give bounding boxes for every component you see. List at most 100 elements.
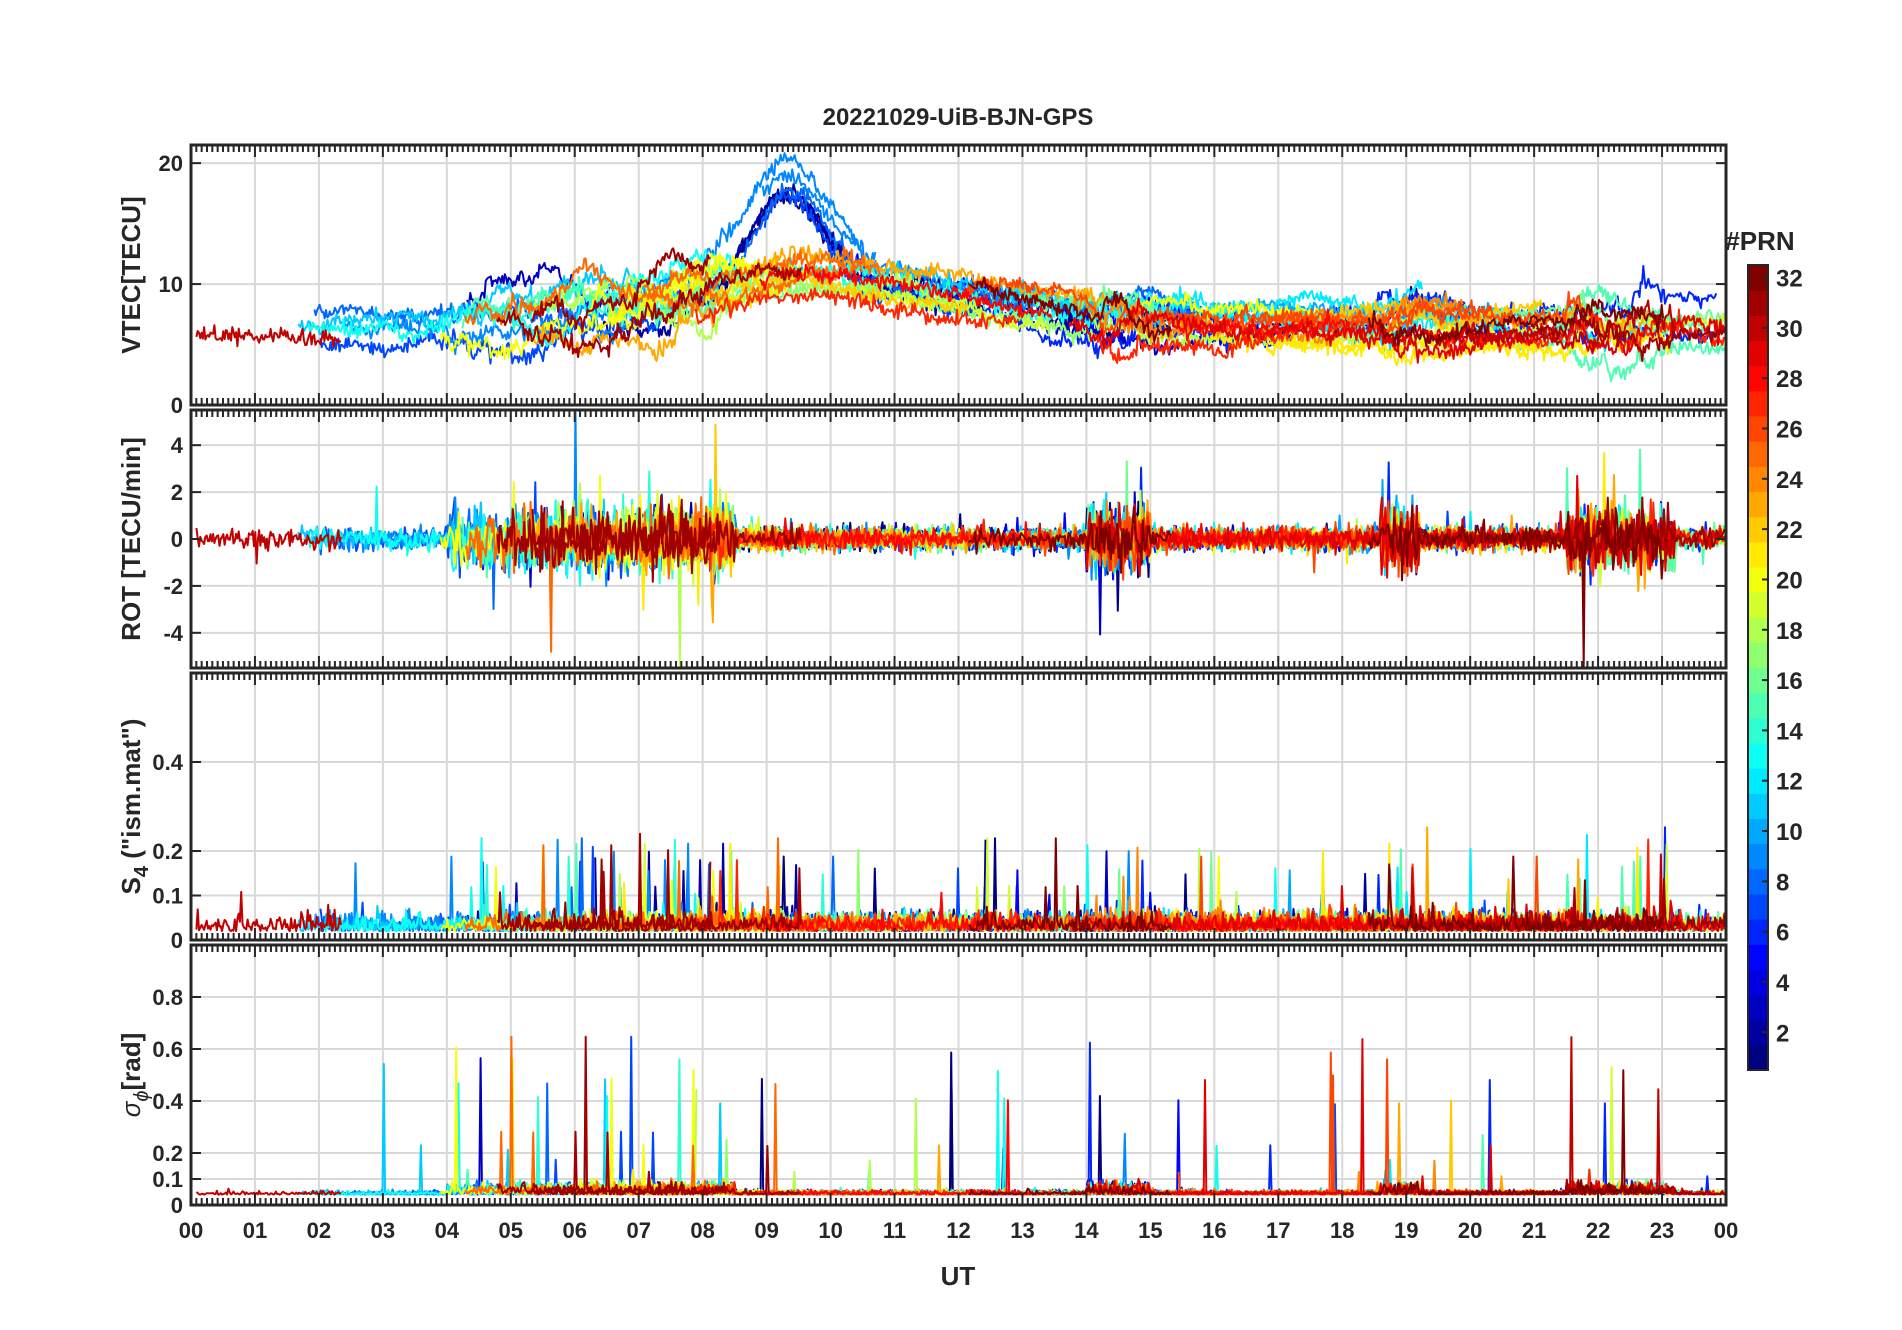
series-line-prn-15 [1516,331,1726,383]
panel-sigphi: 00.10.2 0.4 0.6 0.8 σϕ[rad] [116,943,1728,1218]
series-line-prn-13 [992,1070,1388,1196]
colorbar-tick-label: 22 [1776,517,1803,544]
x-tick-label: 07 [626,1218,650,1243]
colorbar-step [1748,692,1768,719]
colorbar-step [1748,340,1768,367]
series-line-prn-25 [642,259,864,318]
series-line-prn-32 [968,276,1172,343]
colorbar-step [1748,969,1768,996]
series-line-prn-28 [758,1099,1053,1196]
panel-s4: 0 0.1 0.2 0.4S4 ("ism.mat") [116,671,1728,953]
colorbar-title: #PRN [1725,226,1794,256]
x-tick-label: 20 [1458,1218,1482,1243]
colorbar-tick-label: 4 [1776,970,1790,997]
colorbar-step [1748,768,1768,794]
series-line-prn-27 [694,287,1020,330]
y-tick-label: 0.1 [152,1167,183,1192]
colorbar-step [1748,818,1768,845]
series-line-prn-23 [750,244,1195,344]
colorbar-step [1748,868,1768,895]
series-line-prn-30 [1396,299,1676,353]
colorbar-step [1748,415,1768,442]
colorbar-step [1748,592,1768,618]
y-tick-label: 0.8 [152,985,183,1010]
y-tick-label: 0 [171,1193,183,1218]
x-tick-label: 06 [563,1218,587,1243]
series-line-prn-19 [1390,1066,1726,1196]
x-tick-label: 17 [1266,1218,1290,1243]
chart-title: 20221029-UiB-BJN-GPS [823,104,1094,131]
x-tick-label: 12 [946,1218,970,1243]
colorbar-tick-label: 12 [1776,769,1803,796]
colorbar-step [1748,441,1768,467]
x-tick-label: 14 [1074,1218,1099,1243]
series-line-prn-25 [464,245,882,326]
x-tick-label: 00 [179,1218,203,1243]
series-line-prn-31 [496,1035,801,1196]
x-tick-label: 18 [1330,1218,1354,1243]
y-tick-label: 2 [171,480,183,505]
series-line-prn-1 [697,1051,1017,1196]
series-line-prn-26 [966,1074,1374,1196]
series-group [195,1035,1726,1196]
x-tick-label: 01 [243,1218,267,1243]
colorbar-step [1748,944,1768,970]
y-tick-label: -2 [163,574,183,599]
x-tick-label: 09 [754,1218,778,1243]
y-tick-label: 4 [171,433,184,458]
colorbar-tick-label: 6 [1776,920,1789,947]
colorbar-step [1748,1044,1768,1071]
colorbar-tick-label: 2 [1776,1020,1789,1047]
panel-rot: -4 -2 0 2 4 ROT [TECU/min] [116,408,1728,670]
y-tick-label: 0.2 [152,1141,183,1166]
colorbar-step [1748,265,1768,291]
colorbar-tick-label: 16 [1776,668,1803,695]
x-tick-label: 21 [1522,1218,1546,1243]
colorbar-step [1748,793,1768,820]
x-tick-label: 11 [883,1218,906,1243]
colorbar-step [1748,843,1768,870]
series-line-prn-23 [529,305,716,362]
series-line-prn-20 [439,253,781,361]
series-group [195,411,1726,667]
x-tick-label: 05 [499,1218,523,1243]
series-line-prn-31 [1530,312,1726,363]
series-line-prn-28 [759,263,1053,319]
colorbar-step [1748,1019,1768,1046]
colorbar-tick-label: 20 [1776,567,1803,594]
colorbar-step [1748,541,1768,568]
series-line-prn-6 [860,1041,1283,1196]
x-tick-label: 19 [1394,1218,1418,1243]
colorbar-step [1748,893,1768,920]
colorbar-step [1748,516,1768,543]
colorbar-tick-label: 10 [1776,819,1803,846]
y-axis-label: VTEC[TECU] [116,196,146,353]
x-tick-label: 02 [307,1218,331,1243]
colorbar-tick-label: 24 [1776,467,1803,494]
series-line-prn-3 [1033,491,1295,636]
y-tick-label: 0.6 [152,1037,183,1062]
colorbar-step [1748,315,1768,342]
colorbar-tick-label: 32 [1776,266,1803,293]
series-line-prn-30 [195,890,342,932]
y-tick-label: 0.4 [152,750,183,775]
colorbar-step [1748,466,1768,493]
series-line-prn-25 [464,1035,882,1196]
series-line-prn-17 [686,1138,1099,1196]
colorbar-step [1748,919,1768,945]
y-tick-label: -4 [163,621,183,646]
colorbar-step [1748,717,1768,744]
y-tick-label: 0.4 [152,1089,183,1114]
series-line-prn-22 [710,263,969,317]
series-line-prn-20 [588,1069,784,1196]
colorbar-step [1748,566,1768,593]
series-line-prn-29 [1068,1038,1477,1196]
colorbar-step [1748,365,1768,392]
y-axis-label: σϕ[rad] [116,1033,153,1118]
x-tick-label: 16 [1202,1218,1226,1243]
colorbar-tick-label: 28 [1776,366,1803,393]
series-line-prn-31 [496,844,802,933]
y-tick-label: 0.1 [152,884,183,909]
y-tick-label: 0 [171,527,183,552]
x-tick-label: 13 [1010,1218,1034,1243]
